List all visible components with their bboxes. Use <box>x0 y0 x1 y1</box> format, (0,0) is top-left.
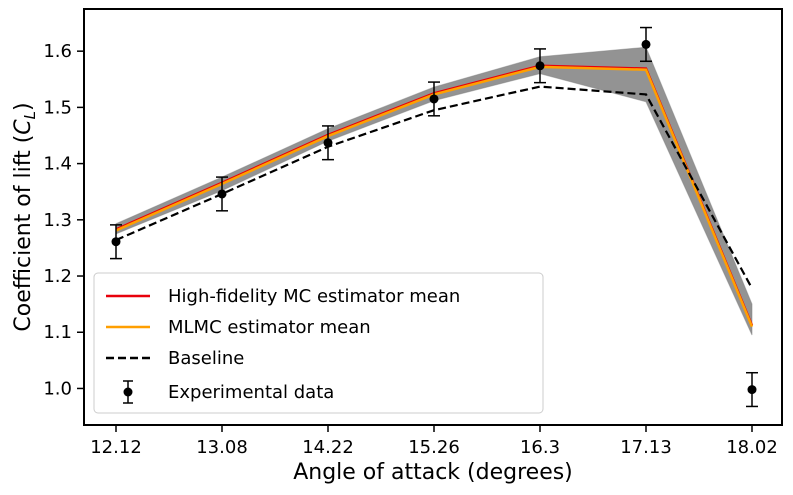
x-tick-label: 15.26 <box>408 437 460 458</box>
band-area <box>115 46 753 336</box>
x-axis-label: Angle of attack (degrees) <box>293 460 573 485</box>
legend-box <box>93 272 544 414</box>
legend-label: MLMC estimator mean <box>168 317 371 338</box>
x-tick-label: 17.13 <box>620 437 672 458</box>
legend-entry: High-fidelity MC estimator mean <box>106 286 460 307</box>
experimental-point <box>534 48 546 84</box>
experimental-point <box>640 26 652 63</box>
legend-label: Experimental data <box>168 382 334 403</box>
y-tick-label: 1.2 <box>43 266 72 287</box>
x-tick-label: 18.02 <box>726 437 778 458</box>
experimental-point <box>216 176 228 212</box>
y-tick-label: 1.4 <box>43 154 72 175</box>
experimental-point <box>322 125 334 161</box>
x-tick-label: 13.08 <box>196 437 248 458</box>
experimental-points <box>110 26 758 408</box>
uncertainty-band <box>115 46 753 336</box>
experimental-point <box>746 371 758 408</box>
legend-entry: Experimental data <box>123 380 334 404</box>
x-ticks: 12.12 13.08 14.22 15.26 16.3 17.13 18.02 <box>90 425 778 458</box>
y-ticks: 1.0 1.1 1.2 1.3 1.4 1.5 1.6 <box>43 41 84 399</box>
y-tick-label: 1.3 <box>43 210 72 231</box>
legend-entry: MLMC estimator mean <box>106 317 371 338</box>
legend-entry: Baseline <box>106 348 244 369</box>
experimental-point <box>110 224 122 260</box>
y-tick-label: 1.5 <box>43 97 72 118</box>
y-tick-label: 1.0 <box>43 378 72 399</box>
legend: High-fidelity MC estimator mean MLMC esti… <box>93 272 544 414</box>
y-axis-label: Coefficient of lift (CL) <box>11 102 39 331</box>
experimental-point <box>428 81 440 117</box>
legend-swatch <box>123 387 133 397</box>
legend-label: Baseline <box>168 348 244 369</box>
y-tick-label: 1.6 <box>43 41 72 62</box>
x-tick-label: 14.22 <box>302 437 354 458</box>
x-tick-label: 16.3 <box>520 437 560 458</box>
legend-entries: High-fidelity MC estimator mean MLMC esti… <box>106 286 460 404</box>
x-tick-label: 12.12 <box>90 437 142 458</box>
plot-frame <box>83 8 783 426</box>
legend-label: High-fidelity MC estimator mean <box>168 286 460 307</box>
y-tick-label: 1.1 <box>43 322 72 343</box>
